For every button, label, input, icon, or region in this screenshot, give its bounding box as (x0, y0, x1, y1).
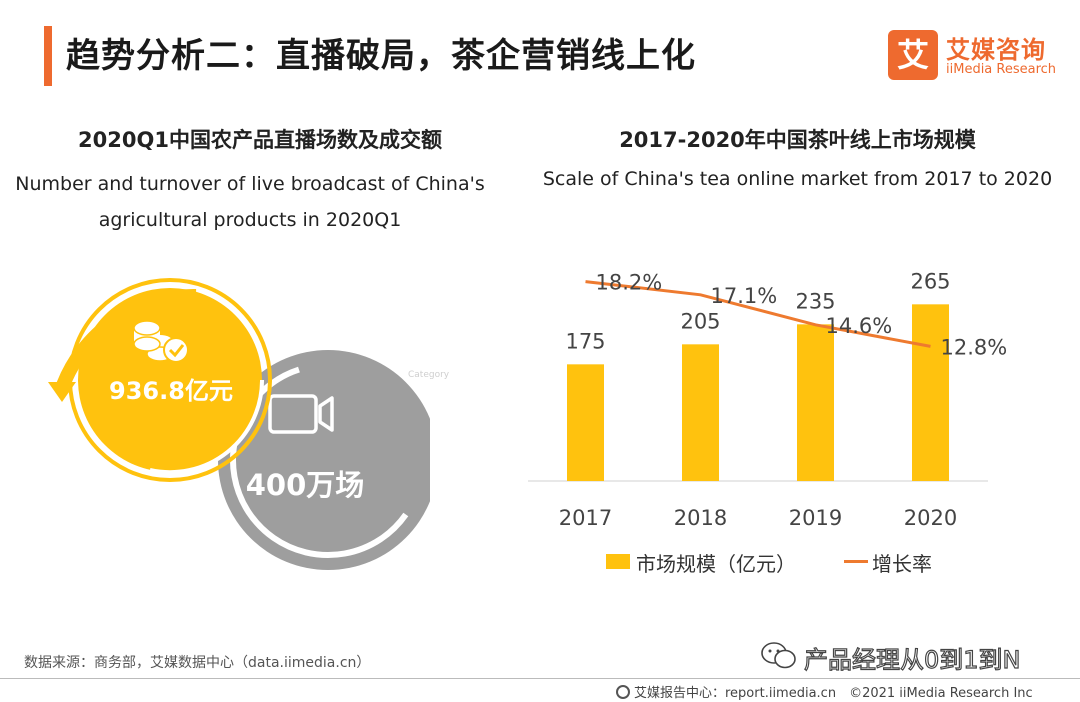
left-subtitle-line1: Number and turnover of live broadcast of… (15, 173, 485, 195)
legend-bar-swatch (606, 554, 630, 569)
turnover-circle (68, 278, 272, 482)
bar-label-2018: 205 (680, 309, 720, 333)
bar-2019 (797, 324, 834, 481)
iimedia-globe-icon (616, 685, 630, 699)
legend-line-label: 增长率 (872, 552, 932, 576)
growth-label-2020: 12.8% (941, 335, 1008, 359)
footer-copyright: 艾媒报告中心：report.iimedia.cn ©2021 iiMedia R… (616, 682, 1033, 701)
left-subtitle-line2: agricultural products in 2020Q1 (98, 209, 402, 231)
x-tick-label-2019: 2019 (789, 506, 842, 530)
growth-label-2019: 14.6% (826, 314, 893, 338)
growth-label-2017: 18.2% (596, 271, 663, 295)
growth-rate-line (585, 280, 931, 348)
title-accent-bar (44, 26, 52, 86)
coins-check-icon (133, 320, 189, 363)
bar-label-2017: 175 (565, 329, 605, 353)
right-chart-subtitle: Scale of China's tea online market from … (542, 168, 1053, 190)
data-source: 数据来源：商务部，艾媒数据中心（data.iimedia.cn） (24, 655, 371, 671)
x-tick-label-2020: 2020 (904, 506, 957, 530)
right-chart-title: 2017-2020年中国茶叶线上市场规模 (619, 128, 976, 152)
left-chart-title: 2020Q1中国农产品直播场数及成交额 (78, 128, 442, 152)
bar-2017 (567, 364, 604, 481)
sessions-value: 400万场 (245, 468, 365, 502)
logo-en-text: iiMedia Research (946, 62, 1057, 77)
iimedia-logo[interactable]: 艾 艾媒咨询 iiMedia Research (888, 30, 1063, 82)
bar-label-2020: 265 (910, 269, 950, 293)
bar-label-2019: 235 (795, 289, 835, 313)
category-watermark: Category (408, 370, 450, 380)
bar-2018 (682, 344, 719, 481)
wechat-icon (761, 642, 796, 669)
page-title: 趋势分析二：直播破局，茶企营销线上化 (66, 36, 696, 76)
left-chart-subtitle: Number and turnover of live broadcast of… (0, 166, 500, 238)
bar-2020 (912, 304, 949, 481)
x-tick-label-2018: 2018 (674, 506, 727, 530)
legend-line-swatch (844, 560, 868, 563)
logo-cn-text: 艾媒咨询 (946, 36, 1046, 64)
turnover-value: 936.8亿元 (109, 377, 233, 405)
video-camera-icon (268, 394, 334, 434)
logo-mark: 艾 (888, 30, 938, 80)
growth-label-2018: 17.1% (711, 284, 778, 308)
wechat-account-name: 产品经理从0到1到N (803, 645, 1021, 674)
x-tick-label-2017: 2017 (559, 506, 612, 530)
footer-divider (0, 678, 1080, 679)
footer-copyright-text: 艾媒报告中心：report.iimedia.cn ©2021 iiMedia R… (634, 686, 1033, 701)
tea-market-chart: 175 2017 205 2018 235 2019 265 2020 18.2% 17.1% 14… (528, 269, 1008, 530)
legend-bar-label: 市场规模（亿元） (636, 552, 796, 576)
live-broadcast-infographic (48, 278, 430, 570)
